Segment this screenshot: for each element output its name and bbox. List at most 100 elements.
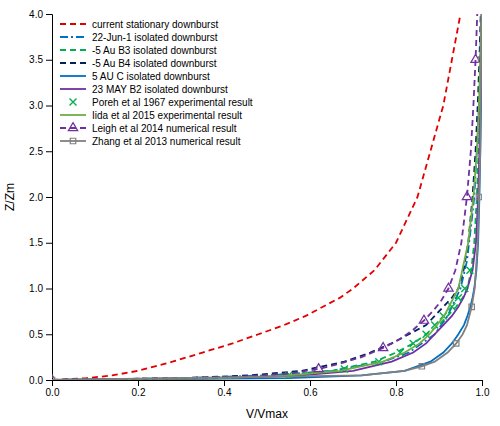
y-tick-mark — [46, 289, 52, 290]
x-tick-mark — [482, 380, 483, 386]
series-line — [52, 14, 482, 380]
legend-entry: -5 Au B4 isolated downburst — [60, 58, 217, 69]
y-tick-label: 1.5 — [29, 237, 43, 248]
series-line — [52, 14, 477, 380]
x-tick-mark — [310, 380, 311, 386]
series-line — [52, 14, 481, 380]
marks — [52, 14, 482, 380]
y-tick-mark — [46, 334, 52, 335]
legend-swatch — [60, 140, 86, 142]
point-marker — [476, 194, 481, 199]
x-tick: 0.6 — [304, 380, 318, 398]
series-line — [52, 14, 482, 380]
legend-swatch — [60, 114, 86, 116]
point-marker — [378, 343, 387, 351]
series — [52, 14, 480, 380]
legend-label: -5 Au B4 isolated downburst — [92, 58, 217, 69]
legend-entry: current stationary downburst — [60, 19, 218, 30]
y-tick: 2.0 — [29, 192, 52, 203]
x-tick-mark — [224, 380, 225, 386]
x-tick: 0.8 — [390, 380, 404, 398]
series — [52, 14, 461, 380]
legend-entry: Iida et al 2015 experimental result — [60, 110, 242, 121]
point-marker — [314, 364, 323, 372]
legend-marker — [68, 123, 77, 131]
legend-entry: 23 MAY B2 isolated downburst — [60, 84, 228, 95]
legend-label: Zhang et al 2013 numerical result — [92, 136, 241, 147]
y-tick-mark — [46, 243, 52, 244]
x-tick-mark — [396, 380, 397, 386]
legend-swatch — [60, 36, 86, 38]
legend-marker — [70, 99, 77, 106]
legend-swatch — [60, 127, 86, 129]
x-tick-label: 1.0 — [476, 387, 490, 398]
legend-marker — [70, 138, 75, 143]
legend-swatch — [60, 75, 86, 77]
point-marker — [466, 267, 473, 274]
series — [52, 14, 482, 380]
legend-label: current stationary downburst — [92, 19, 218, 30]
x-tick-label: 0.6 — [304, 387, 318, 398]
series — [52, 14, 482, 380]
x-tick-label: 0.4 — [218, 387, 232, 398]
y-tick-mark — [46, 380, 52, 381]
x-axis-line — [53, 381, 483, 387]
point-marker — [462, 192, 471, 200]
point-marker — [455, 294, 462, 301]
y-tick-mark — [46, 60, 52, 61]
x-tick-label: 0.0 — [46, 387, 60, 398]
y-tick: 3.0 — [29, 100, 52, 111]
series-line — [52, 14, 482, 380]
y-tick: 4.0 — [29, 9, 52, 20]
legend-entry: Leigh et al 2014 numerical result — [60, 123, 237, 134]
y-tick-mark — [46, 151, 52, 152]
point-marker — [478, 57, 482, 62]
y-tick: 1.0 — [29, 283, 52, 294]
x-tick-label: 0.2 — [132, 387, 146, 398]
legend-entry: Zhang et al 2013 numerical result — [60, 136, 241, 147]
legend-label: Iida et al 2015 experimental result — [92, 110, 242, 121]
point-marker — [419, 364, 424, 369]
y-tick: 1.5 — [29, 237, 52, 248]
series — [52, 14, 481, 380]
legend-swatch — [60, 49, 86, 51]
y-tick-mark — [46, 106, 52, 107]
series — [52, 14, 482, 380]
y-tick-mark — [46, 14, 52, 15]
x-tick-label: 0.8 — [390, 387, 404, 398]
point-marker — [469, 304, 474, 309]
legend-entry: 22-Jun-1 isolated downburst — [60, 32, 218, 43]
y-tick-label: 3.0 — [29, 100, 43, 111]
legend-entry: Poreh et al 1967 experimental result — [70, 97, 253, 108]
point-marker — [453, 341, 458, 346]
y-tick-label: 3.5 — [29, 54, 43, 65]
legend-label: 22-Jun-1 isolated downburst — [92, 32, 218, 43]
x-axis: 0.0 0.2 0.4 0.6 0.8 1.0 — [46, 380, 490, 398]
legend-swatch — [60, 88, 86, 90]
y-tick-label: 0.0 — [29, 375, 43, 386]
point-marker — [52, 377, 55, 380]
point-marker — [419, 315, 428, 323]
y-tick: 0.0 — [29, 375, 52, 386]
legend-label: Leigh et al 2014 numerical result — [92, 123, 237, 134]
y-tick-label: 1.0 — [29, 283, 43, 294]
y-tick-label: 2.0 — [29, 192, 43, 203]
series — [52, 14, 481, 380]
x-tick: 1.0 — [476, 380, 490, 398]
y-tick-label: 4.0 — [29, 9, 43, 20]
y-axis-line — [46, 15, 53, 381]
point-marker — [444, 283, 453, 291]
x-tick: 0.2 — [132, 380, 146, 398]
legend-label: Poreh et al 1967 experimental result — [92, 97, 253, 108]
legend-label: 23 MAY B2 isolated downburst — [92, 84, 228, 95]
legend-swatch — [60, 62, 86, 64]
x-tick-mark — [138, 380, 139, 386]
chart: 0.00.20.40.60.81.00.00.51.01.52.02.53.03… — [0, 0, 500, 426]
y-axis: 0.00.51.01.52.02.53.03.54.0 — [29, 9, 52, 386]
series-line — [52, 14, 461, 380]
legend-entry: 5 AU C isolated downburst — [60, 71, 210, 82]
legend: current stationary downburst 22-Jun-1 iso… — [60, 19, 253, 147]
series-line — [52, 14, 481, 380]
series-line — [52, 14, 482, 380]
y-axis-title: Z/Zm — [3, 183, 17, 211]
